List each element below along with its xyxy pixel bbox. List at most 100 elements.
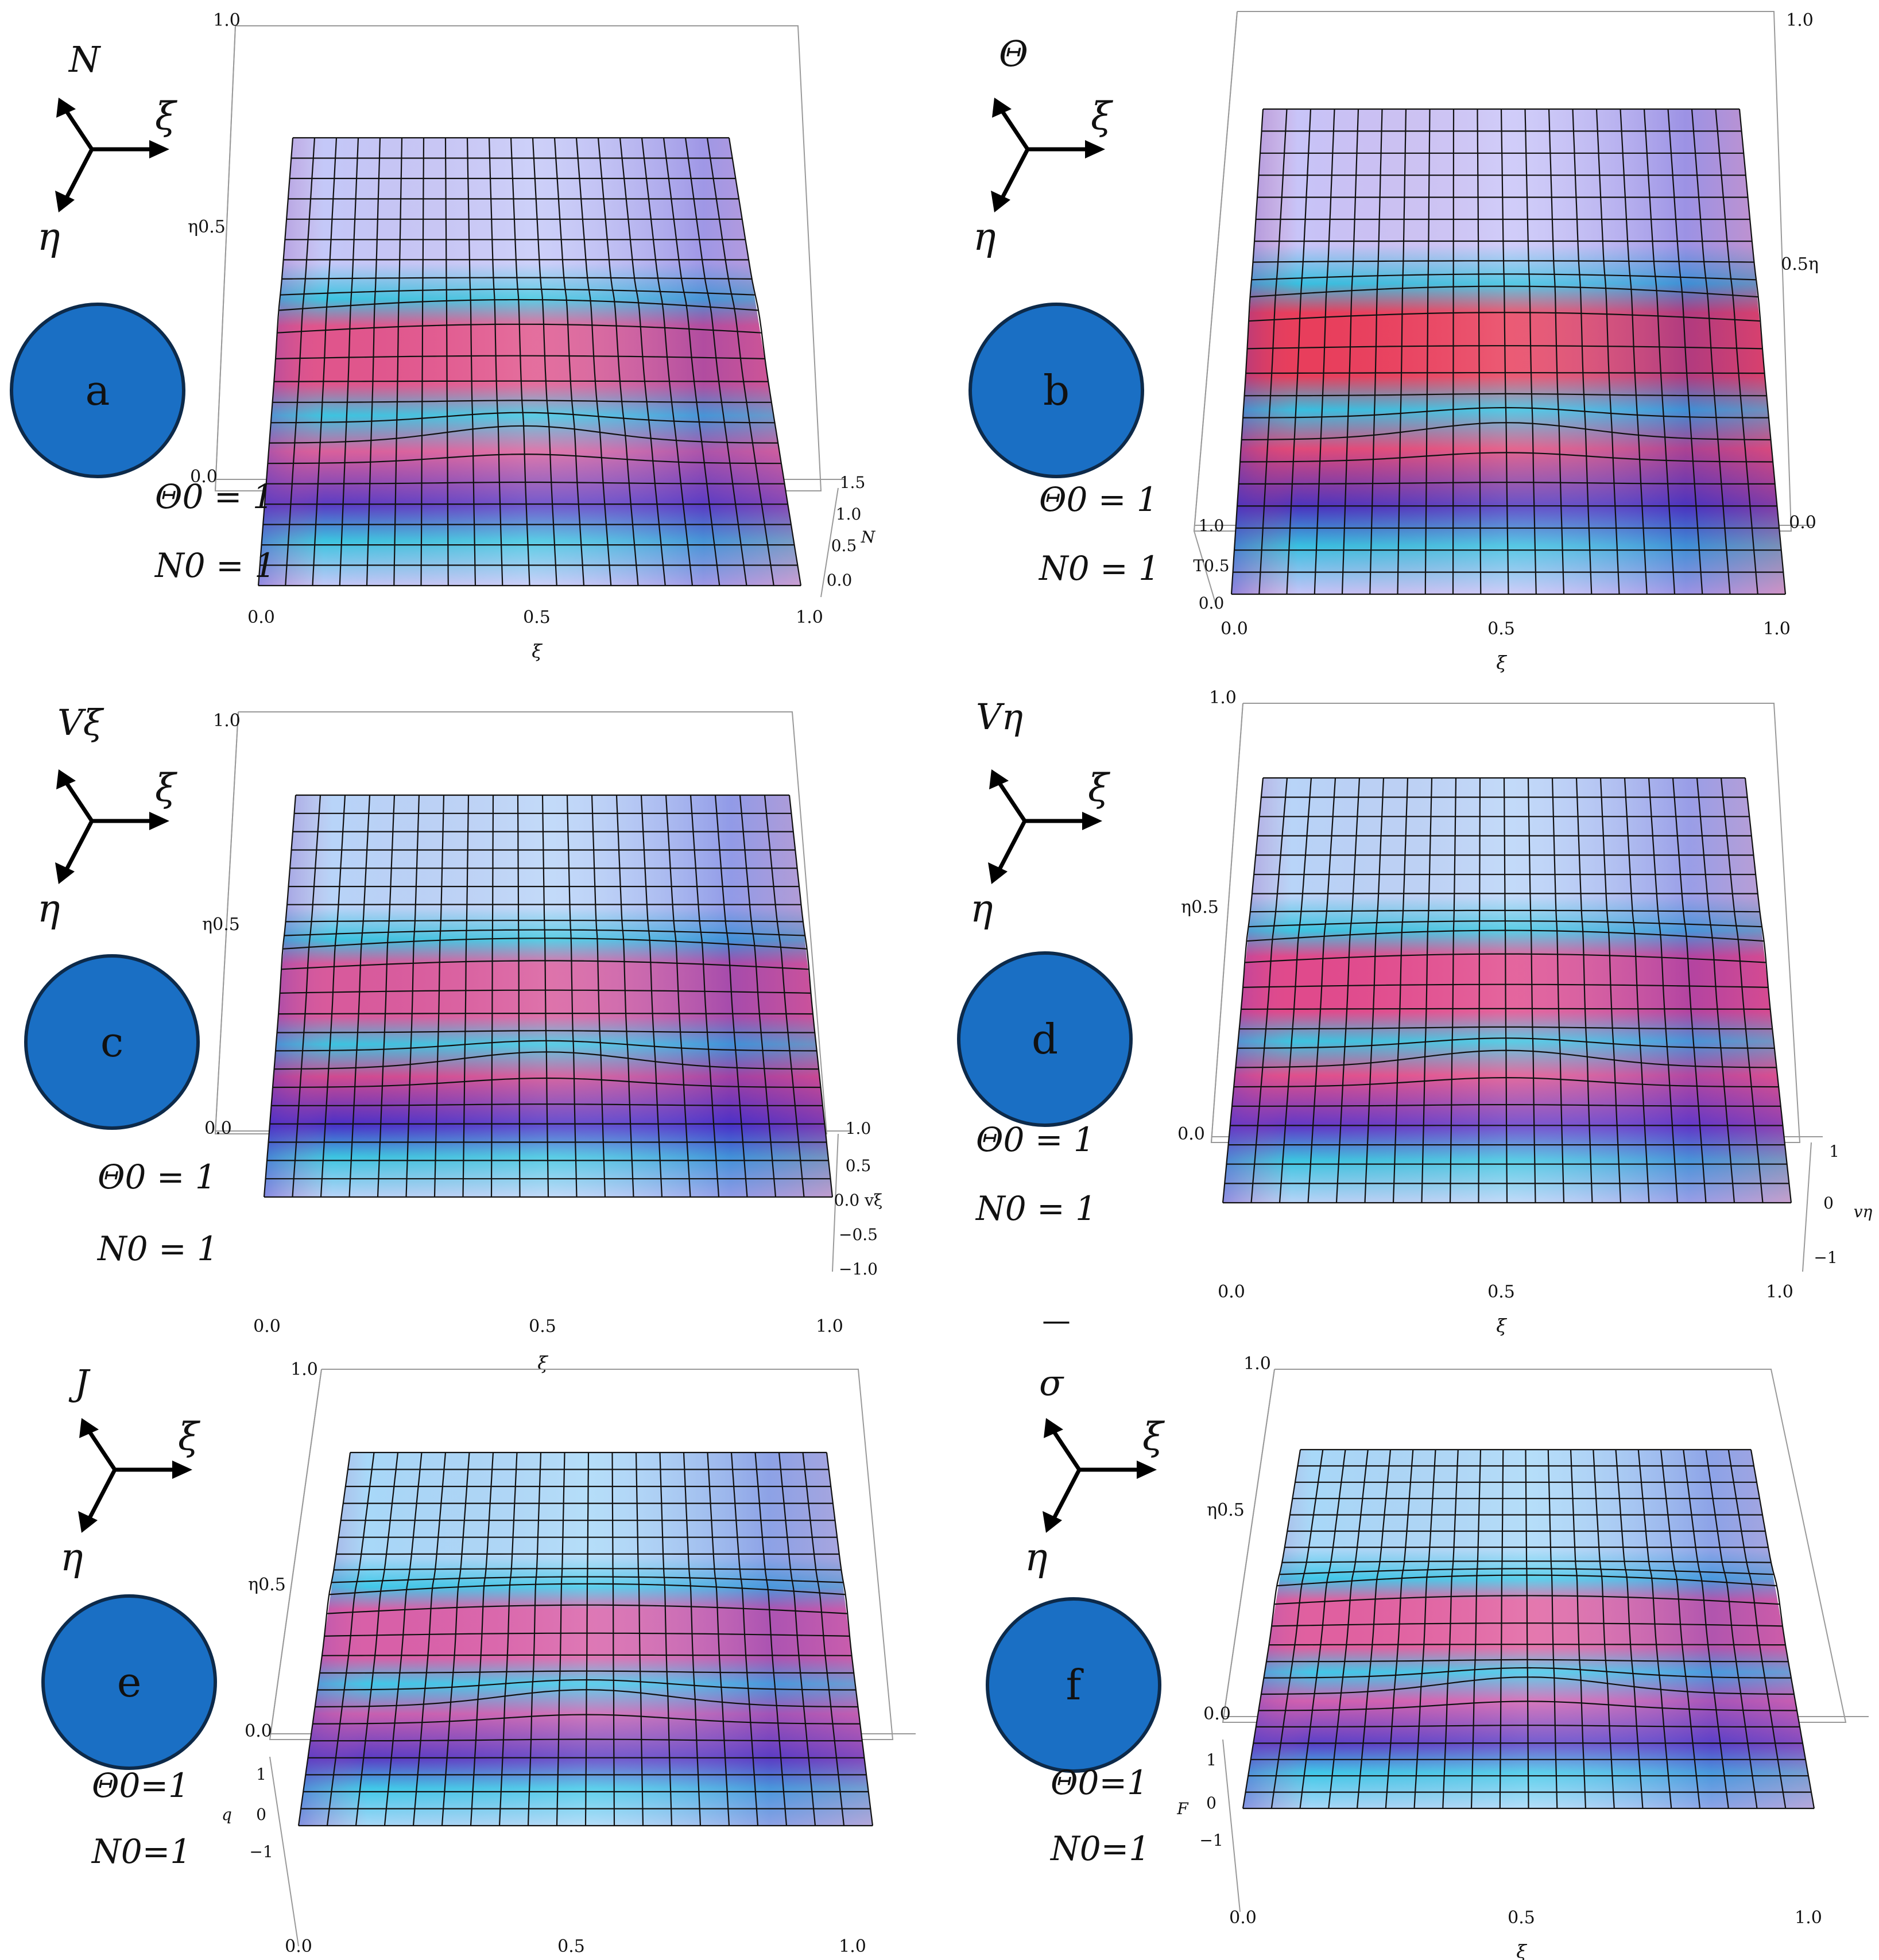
z-axis-label: vη bbox=[1854, 1202, 1873, 1221]
mesh-line-eta bbox=[278, 1013, 813, 1015]
condition-theta0: Θ0=1 bbox=[1051, 1763, 1148, 1802]
panel-badge-label: d bbox=[1032, 1015, 1058, 1063]
mesh-line-eta bbox=[1256, 1725, 1800, 1727]
mesh-line-eta bbox=[270, 412, 775, 424]
surface-shading bbox=[1223, 778, 1791, 1203]
mesh-line-eta bbox=[277, 323, 762, 334]
x-axis-label: ξ bbox=[532, 640, 543, 662]
x-tick-label: 0.0 bbox=[1229, 1908, 1257, 1928]
axis-triad-icon bbox=[1043, 1418, 1157, 1533]
panel-badge bbox=[24, 954, 200, 1130]
mesh-line-eta bbox=[1244, 393, 1767, 397]
z-tick-label: 0.5 bbox=[846, 1156, 871, 1175]
box-edge-left bbox=[215, 711, 239, 1134]
x-tick-label: 0.0 bbox=[247, 607, 275, 627]
z-tick-label: 1 bbox=[1206, 1750, 1216, 1769]
mesh-line-eta bbox=[1261, 1676, 1795, 1695]
condition-n0: N0=1 bbox=[1049, 1829, 1150, 1868]
mesh-line-eta bbox=[285, 919, 803, 923]
axis-triad-icon bbox=[991, 98, 1105, 212]
surface-mesh bbox=[1230, 108, 1787, 595]
mesh-line-xi bbox=[1452, 109, 1455, 594]
z-axis-line bbox=[832, 1133, 839, 1272]
surface-mesh bbox=[1242, 1448, 1815, 1810]
variable-label: N bbox=[68, 38, 102, 80]
surface-shading bbox=[299, 1452, 873, 1826]
box-edge-left bbox=[1222, 1369, 1275, 1723]
y-tick-label: η0.5 bbox=[188, 217, 226, 237]
surface-shading bbox=[264, 795, 832, 1197]
condition-theta0: Θ0 = 1 bbox=[155, 477, 274, 516]
x-tick-label: 1.0 bbox=[1795, 1908, 1822, 1928]
z-tick-label: 1.0 bbox=[846, 1119, 871, 1138]
mesh-line-eta bbox=[1248, 312, 1761, 322]
z-axis-line bbox=[1222, 1739, 1241, 1912]
x-tick-label: 0.5 bbox=[1487, 619, 1515, 639]
z-tick-label: −1 bbox=[249, 1842, 273, 1861]
mesh-line-eta bbox=[1250, 909, 1760, 913]
triad-xi-label: ξ bbox=[155, 94, 178, 138]
condition-theta0: Θ0=1 bbox=[92, 1766, 189, 1805]
variable-label: σ bbox=[1039, 1362, 1064, 1404]
mesh-line-eta bbox=[1234, 1076, 1779, 1088]
triad-xi-label: ξ bbox=[155, 766, 178, 810]
mesh-line-eta bbox=[274, 1051, 819, 1070]
x-tick-label: 1.0 bbox=[839, 1936, 866, 1957]
panel-badge-label: c bbox=[100, 1018, 123, 1066]
panel-badge bbox=[986, 1597, 1161, 1773]
y-tick-label: 1.0 bbox=[1243, 1354, 1271, 1374]
z-tick-label: 0.0 bbox=[1199, 594, 1225, 613]
mesh-line-eta bbox=[1237, 1037, 1775, 1049]
y-tick-label: η0.5 bbox=[1181, 897, 1219, 917]
z-axis-label: N bbox=[861, 528, 876, 547]
triad-eta-label: η bbox=[1025, 1535, 1048, 1579]
condition-n0: N0 = 1 bbox=[1038, 549, 1160, 588]
mesh-line-eta bbox=[275, 355, 765, 359]
y-tick-label: η0.5 bbox=[1207, 1500, 1245, 1520]
y-tick-label: 1.0 bbox=[213, 10, 241, 30]
mesh-line-eta bbox=[1239, 452, 1773, 463]
z-tick-label: −1 bbox=[1199, 1831, 1223, 1850]
mesh-line-eta bbox=[1253, 260, 1754, 263]
surface-shading bbox=[258, 138, 801, 586]
box-edge-left bbox=[215, 25, 236, 491]
mesh-line-eta bbox=[1247, 345, 1763, 350]
mesh-line-eta bbox=[1277, 1574, 1777, 1587]
mesh-line-eta bbox=[1279, 1568, 1775, 1575]
z-tick-label: T0.5 bbox=[1193, 556, 1229, 575]
mesh-line-eta bbox=[275, 1040, 817, 1052]
condition-n0: N0=1 bbox=[91, 1832, 191, 1871]
y-tick-label: 0.5η bbox=[1781, 254, 1819, 274]
mesh-line-eta bbox=[1235, 1049, 1777, 1068]
mesh-line-eta bbox=[1266, 1659, 1789, 1663]
mesh-line-eta bbox=[1269, 1644, 1785, 1646]
z-tick-label: 1.5 bbox=[840, 473, 866, 492]
condition-n0: N0 = 1 bbox=[975, 1189, 1097, 1228]
panel-f: 0.0 0.5 1.0 ξ 1.0 η0.5 0.0 1 0 −1 Fσ‾ ξ η f Θ0=1 N0=1 bbox=[986, 1313, 1869, 1960]
mesh-line-eta bbox=[1271, 1622, 1783, 1627]
mesh-line-eta bbox=[272, 1077, 821, 1089]
panel-a: 0.0 0.5 1.0 ξ 1.0 η0.5 0.0 1.5 1.0 0.5 0.0 N Nξ η a Θ0 … bbox=[10, 10, 876, 662]
z-tick-label: 1 bbox=[1829, 1142, 1839, 1161]
z-tick-label: 0.5 bbox=[831, 536, 857, 555]
surface-shading bbox=[1231, 109, 1785, 594]
z-tick-label: 0 bbox=[1206, 1794, 1216, 1812]
condition-theta0: Θ0 = 1 bbox=[976, 1120, 1095, 1159]
z-axis-line bbox=[1802, 1142, 1812, 1272]
surface-mesh bbox=[257, 137, 802, 587]
variable-overbar: ‾ bbox=[1044, 1313, 1070, 1373]
x-tick-label: 0.0 bbox=[1221, 619, 1248, 639]
x-tick-label: 1.0 bbox=[1766, 1282, 1793, 1302]
panel-d: 0.0 0.5 1.0 ξ 1.0 η0.5 0.0 1 0 −1 vη Vη ξ η d Θ0 = 1 N0 … bbox=[957, 688, 1873, 1337]
x-axis-label: ξ bbox=[537, 1352, 548, 1374]
mesh-line-eta bbox=[269, 425, 778, 444]
z-tick-label: 0 bbox=[1823, 1194, 1834, 1213]
axis-triad-icon bbox=[78, 1418, 192, 1533]
triad-eta-label: η bbox=[37, 886, 60, 931]
mesh-line-eta bbox=[284, 929, 805, 936]
panel-badge bbox=[41, 1594, 217, 1770]
z-tick-label: 1.0 bbox=[836, 505, 862, 524]
x-tick-label: 1.0 bbox=[1763, 619, 1791, 639]
y-tick-label: η0.5 bbox=[248, 1575, 286, 1595]
z-tick-label: −0.5 bbox=[839, 1225, 878, 1244]
